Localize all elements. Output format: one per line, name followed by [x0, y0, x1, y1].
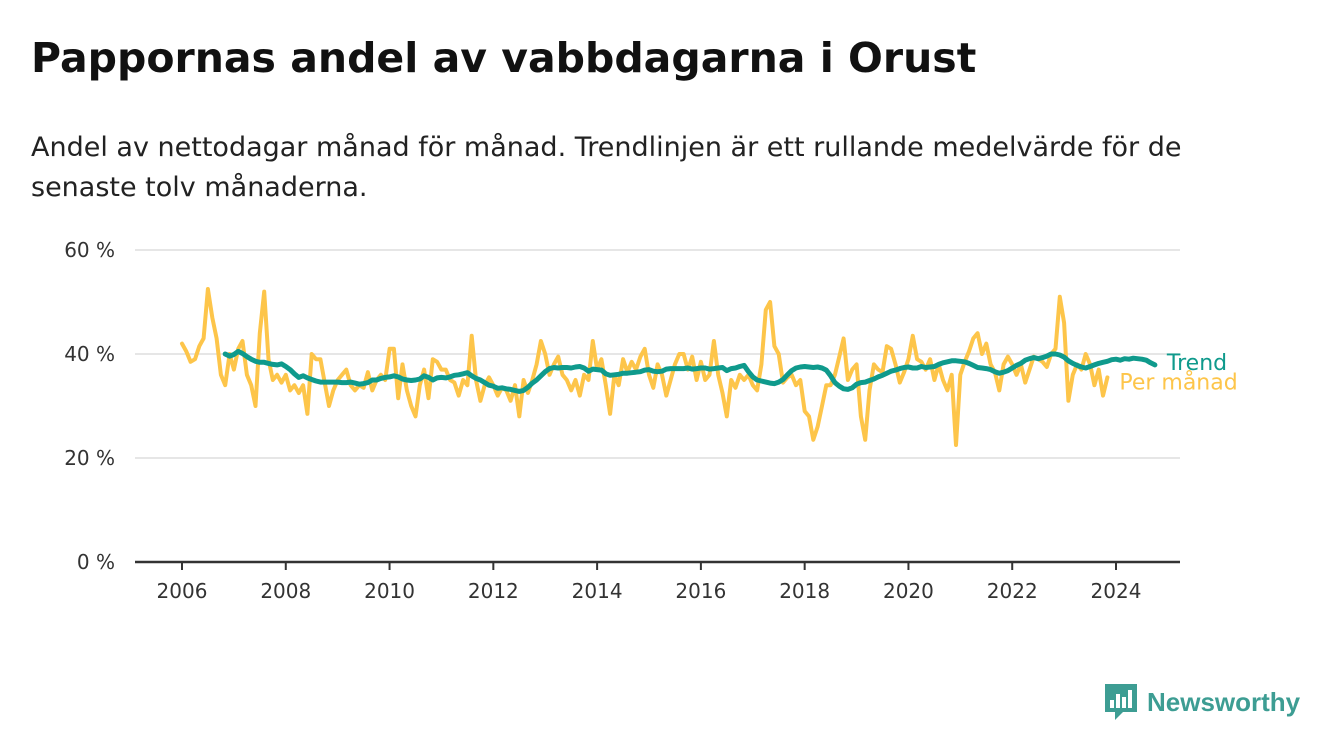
newsworthy-logo-icon	[1105, 684, 1137, 720]
y-axis-labels: 0 % 20 % 40 % 60 %	[64, 238, 115, 574]
x-tick-label: 2024	[1091, 579, 1142, 603]
series-label-trend: Trend	[1166, 351, 1227, 376]
x-tick-label: 2006	[157, 579, 208, 603]
chart-title: Pappornas andel av vabbdagarna i Orust	[31, 34, 977, 82]
x-tick-label: 2012	[468, 579, 519, 603]
x-tick-label: 2016	[675, 579, 726, 603]
y-tick-label: 60 %	[64, 238, 115, 262]
brand-logo: Newsworthy	[1103, 682, 1300, 722]
line-chart: 0 % 20 % 40 % 60 % 2006 2008 2010 2012 2014 2016…	[64, 238, 1238, 603]
y-tick-label: 0 %	[77, 550, 115, 574]
chart-subtitle: Andel av nettodagar månad för månad. Tre…	[31, 132, 1182, 203]
x-tick-label: 2008	[260, 579, 311, 603]
x-tick-label: 2020	[883, 579, 934, 603]
x-tick-label: 2022	[987, 579, 1038, 603]
y-tick-label: 40 %	[64, 342, 115, 366]
x-tick-label: 2010	[364, 579, 415, 603]
x-tick-label: 2014	[572, 579, 623, 603]
series-line-trend	[222, 348, 1158, 394]
series-lines	[180, 287, 1158, 447]
x-tick-label: 2018	[779, 579, 830, 603]
x-axis: 2006 2008 2010 2012 2014 2016 2018 2020 2022 2024	[135, 560, 1180, 603]
brand-name: Newsworthy	[1147, 686, 1301, 717]
y-tick-label: 20 %	[64, 446, 115, 470]
series-label-per-manad: Per månad	[1119, 369, 1237, 395]
series-line-per-manad	[180, 287, 1110, 447]
grid-lines	[135, 249, 1180, 459]
